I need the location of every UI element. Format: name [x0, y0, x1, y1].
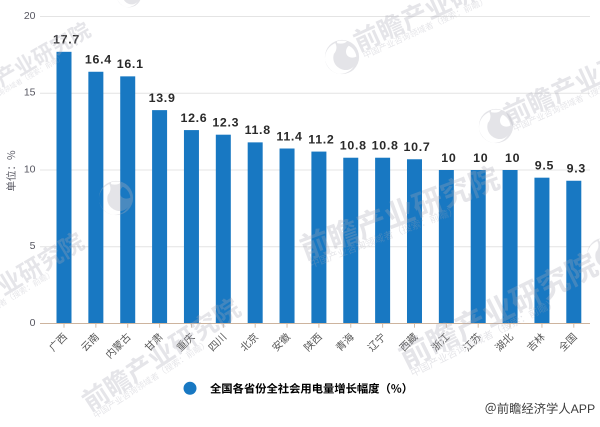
svg-text:10: 10 — [473, 151, 488, 165]
svg-text:10: 10 — [441, 151, 456, 165]
svg-text:5: 5 — [30, 240, 36, 252]
svg-text:9.3: 9.3 — [567, 162, 586, 176]
svg-text:11.2: 11.2 — [308, 132, 334, 146]
svg-text:10.8: 10.8 — [372, 139, 399, 153]
svg-text:12.3: 12.3 — [212, 115, 239, 129]
svg-text:APP: APP — [571, 402, 596, 416]
svg-text:0: 0 — [30, 317, 36, 329]
svg-text:11.4: 11.4 — [276, 129, 302, 143]
svg-text:15: 15 — [24, 87, 36, 99]
svg-text:10.7: 10.7 — [404, 140, 431, 154]
svg-text:20: 20 — [24, 10, 36, 22]
svg-text:16.1: 16.1 — [117, 57, 144, 71]
svg-text:10.8: 10.8 — [340, 139, 367, 153]
svg-text:12.6: 12.6 — [180, 111, 207, 125]
svg-text:11.8: 11.8 — [245, 123, 271, 137]
svg-text:16.4: 16.4 — [85, 53, 112, 67]
svg-text:10: 10 — [24, 163, 36, 175]
svg-text:13.9: 13.9 — [149, 91, 176, 105]
svg-text:10: 10 — [505, 151, 520, 165]
svg-text:9.5: 9.5 — [535, 158, 554, 172]
